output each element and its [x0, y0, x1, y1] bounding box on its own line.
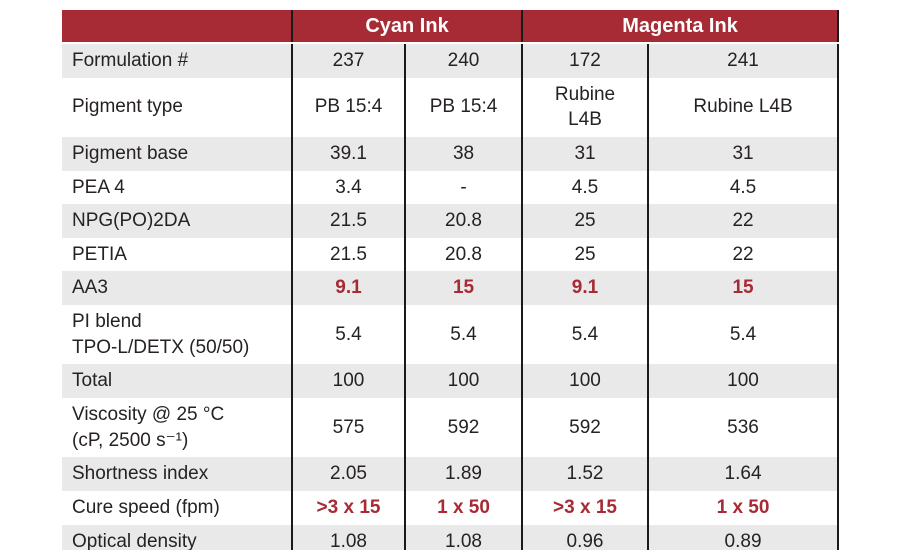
- table-row: PETIA 21.5 20.8 25 22: [62, 237, 840, 272]
- row-label: Cure speed (fpm): [62, 490, 293, 525]
- value-cell: 0.89: [648, 524, 840, 550]
- table-row: Total 100 100 100 100: [62, 364, 840, 399]
- value-cell: 592: [522, 398, 650, 458]
- value-cell: 5.4: [522, 305, 650, 365]
- table-row: PEA 4 3.4-4.5 4.5: [62, 170, 840, 205]
- table-row: Shortness index 2.05 1.89 1.52 1.64: [62, 457, 840, 491]
- value-cell: 15: [648, 271, 840, 306]
- value-cell: 15: [405, 271, 524, 306]
- value-cell: Rubine L4B: [648, 77, 840, 137]
- value-cell: 592: [405, 398, 524, 458]
- table-row: Pigment type PB 15:4 PB 15:4 Rubine L4B Rubi…: [62, 77, 840, 137]
- value-cell: 4.5: [648, 170, 840, 205]
- row-label: PETIA: [62, 237, 293, 272]
- value-cell: 22: [648, 237, 840, 272]
- value-cell: 172: [522, 43, 650, 78]
- value-cell: 100: [292, 364, 406, 399]
- value-cell: 100: [522, 364, 650, 399]
- value-cell: Rubine L4B: [522, 77, 650, 137]
- value-cell: 575: [292, 398, 406, 458]
- value-cell: 20.8: [405, 204, 524, 238]
- table-row: Formulation #237 240 172 241: [62, 43, 840, 78]
- header-magenta-ink: Magenta Ink: [522, 10, 840, 44]
- value-cell: 2.05: [292, 457, 406, 491]
- row-label: Formulation #: [62, 43, 293, 78]
- header-corner-cell: [62, 10, 293, 44]
- value-cell: 241: [648, 43, 840, 78]
- value-cell: 100: [648, 364, 840, 399]
- table-body: Formulation #237 240 172 241 Pigment type PB …: [62, 43, 840, 550]
- header-row: Cyan Ink Magenta Ink: [62, 10, 840, 44]
- value-cell: -: [405, 170, 524, 205]
- value-cell: 22: [648, 204, 840, 238]
- row-label: Pigment base: [62, 136, 293, 171]
- value-cell: 20.8: [405, 237, 524, 272]
- value-cell: 1.08: [405, 524, 524, 550]
- row-label: Shortness index: [62, 457, 293, 491]
- row-label: AA3: [62, 271, 293, 306]
- row-label: Viscosity @ 25 °C (cP, 2500 s⁻¹): [62, 398, 293, 458]
- value-cell: 240: [405, 43, 524, 78]
- ink-formulation-table-wrap: Cyan Ink Magenta Ink Formulation #237 240…: [62, 10, 840, 550]
- value-cell: 25: [522, 204, 650, 238]
- value-cell: 0.96: [522, 524, 650, 550]
- row-label: Pigment type: [62, 77, 293, 137]
- table-row: Viscosity @ 25 °C (cP, 2500 s⁻¹) 575 592 59…: [62, 398, 840, 458]
- value-cell: 31: [648, 136, 840, 171]
- table-row: Cure speed (fpm) >3 x 15 1 x 50 >3 x 15 1 x …: [62, 490, 840, 525]
- table-row: PI blend TPO-L/DETX (50/50) 5.4 5.4 5.4 5.4: [62, 305, 840, 365]
- value-cell: 38: [405, 136, 524, 171]
- value-cell: 25: [522, 237, 650, 272]
- value-cell: 5.4: [648, 305, 840, 365]
- value-cell: 1 x 50: [648, 490, 840, 525]
- value-cell: PB 15:4: [405, 77, 524, 137]
- value-cell: 536: [648, 398, 840, 458]
- value-cell: 9.1: [522, 271, 650, 306]
- value-cell: 21.5: [292, 237, 406, 272]
- value-cell: 1.89: [405, 457, 524, 491]
- value-cell: 5.4: [292, 305, 406, 365]
- table-row: Optical density 1.08 1.08 0.96 0.89: [62, 524, 840, 550]
- value-cell: 1 x 50: [405, 490, 524, 525]
- value-cell: 237: [292, 43, 406, 78]
- value-cell: 1.52: [522, 457, 650, 491]
- value-cell: 21.5: [292, 204, 406, 238]
- value-cell: >3 x 15: [292, 490, 406, 525]
- ink-formulation-table: Cyan Ink Magenta Ink Formulation #237 240…: [62, 10, 840, 550]
- value-cell: 3.4: [292, 170, 406, 205]
- value-cell: 9.1: [292, 271, 406, 306]
- value-cell: 31: [522, 136, 650, 171]
- value-cell: 39.1: [292, 136, 406, 171]
- row-label: Optical density: [62, 524, 293, 550]
- value-cell: 1.64: [648, 457, 840, 491]
- value-cell: >3 x 15: [522, 490, 650, 525]
- row-label: PI blend TPO-L/DETX (50/50): [62, 305, 293, 365]
- table-row: Pigment base 39.1 38 31 31: [62, 136, 840, 171]
- value-cell: 100: [405, 364, 524, 399]
- value-cell: 4.5: [522, 170, 650, 205]
- header-cyan-ink: Cyan Ink: [292, 10, 524, 44]
- row-label: Total: [62, 364, 293, 399]
- value-cell: PB 15:4: [292, 77, 406, 137]
- row-label: NPG(PO)2DA: [62, 204, 293, 238]
- value-cell: 5.4: [405, 305, 524, 365]
- table-row: AA3 9.1 15 9.1 15: [62, 271, 840, 306]
- table-row: NPG(PO)2DA 21.5 20.8 25 22: [62, 204, 840, 238]
- row-label: PEA 4: [62, 170, 293, 205]
- value-cell: 1.08: [292, 524, 406, 550]
